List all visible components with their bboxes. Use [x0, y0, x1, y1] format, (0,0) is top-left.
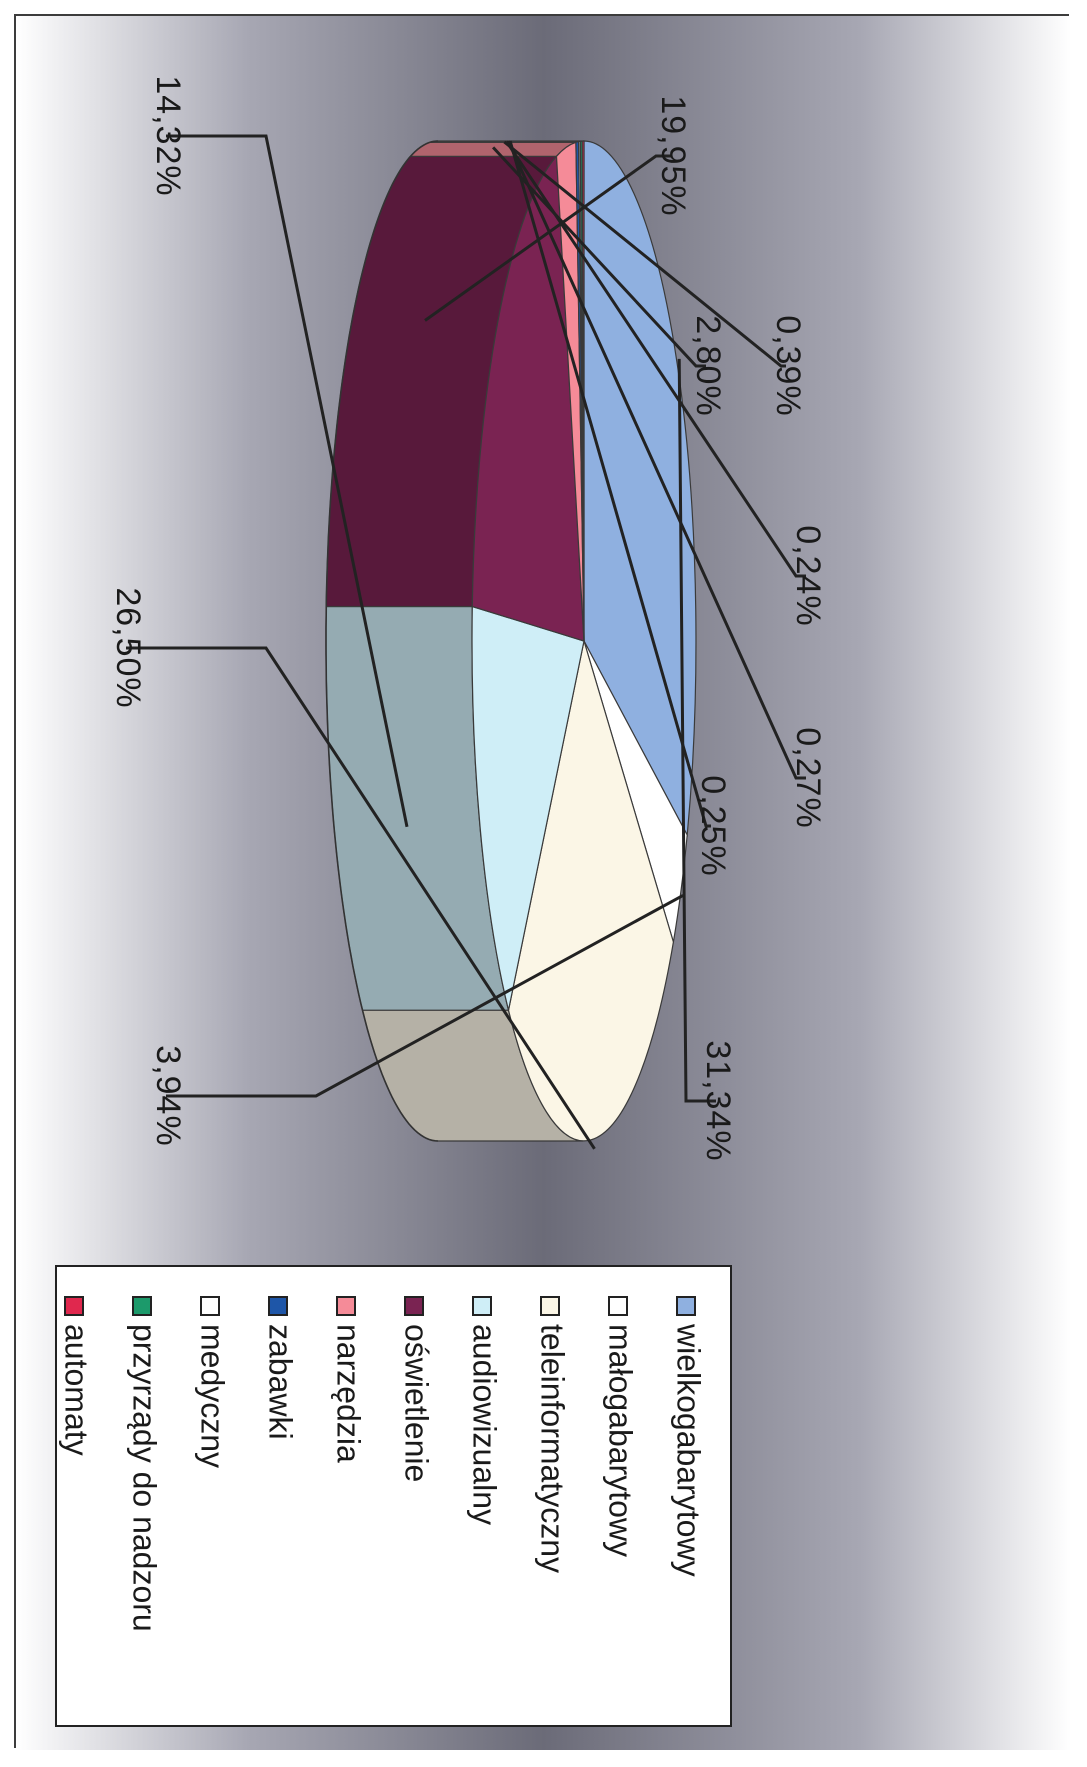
legend-swatch-5 — [336, 1296, 356, 1316]
legend-label-1: małogabarytowy — [603, 1324, 639, 1557]
legend-item-5: narzędzia — [331, 1296, 367, 1463]
legend-label-9: automaty — [59, 1324, 95, 1456]
legend-item-0: wielkogabarytowy — [671, 1296, 707, 1577]
leader-line-7 — [505, 140, 806, 578]
legend-item-2: teleinformatyczny — [535, 1296, 571, 1573]
legend-swatch-0 — [676, 1296, 696, 1316]
legend-box — [55, 1265, 732, 1727]
pie-slice-0 — [583, 140, 697, 838]
legend-swatch-8 — [132, 1296, 152, 1316]
leader-line-4 — [424, 154, 671, 322]
leader-line-3 — [166, 134, 409, 828]
legend-item-4: oświetlenie — [399, 1296, 435, 1482]
pie-rim — [325, 140, 439, 1142]
data-label-4: 19,95% — [654, 95, 692, 216]
legend-swatch-1 — [608, 1296, 628, 1316]
data-label-1: 3,94% — [149, 1045, 187, 1146]
legend: wielkogabarytowy małogabarytowy teleinform… — [55, 1265, 732, 1727]
legend-label-3: audiowizualny — [467, 1324, 503, 1525]
data-label-8: 0,27% — [789, 727, 827, 828]
legend-label-6: zabawki — [263, 1324, 299, 1440]
chart-frame: 31,34% 3,94% 26,50% 14,32% 19,95% 2,80% 0,39% 0… — [14, 14, 1071, 1750]
legend-label-5: narzędzia — [331, 1324, 367, 1463]
pie-slice-3 — [471, 605, 585, 1011]
pie-slice-4 — [471, 154, 585, 642]
legend-item-9: automaty — [59, 1296, 95, 1456]
legend-item-3: audiowizualny — [467, 1296, 503, 1525]
legend-label-0: wielkogabarytowy — [671, 1323, 707, 1577]
leader-line-8 — [506, 140, 806, 780]
legend-label-8: przyrządy do nadzoru — [127, 1324, 163, 1632]
legend-swatch-4 — [404, 1296, 424, 1316]
legend-label-2: teleinformatyczny — [535, 1324, 571, 1573]
legend-label-7: medyczny — [195, 1324, 231, 1468]
leader-line-9 — [508, 140, 711, 828]
data-label-2: 26,50% — [109, 587, 147, 708]
legend-swatch-3 — [472, 1296, 492, 1316]
legend-item-1: małogabarytowy — [603, 1296, 639, 1557]
leader-line-6 — [503, 140, 786, 368]
leader-line-0 — [677, 358, 716, 1103]
data-label-5: 2,80% — [689, 315, 727, 416]
legend-swatch-9 — [64, 1296, 84, 1316]
legend-item-8: przyrządy do nadzoru — [127, 1296, 163, 1632]
leader-line-2 — [126, 646, 596, 1150]
legend-swatch-6 — [268, 1296, 288, 1316]
pie-slice-2 — [507, 640, 675, 1142]
legend-label-4: oświetlenie — [399, 1324, 435, 1482]
legend-swatch-7 — [200, 1296, 220, 1316]
legend-swatch-2 — [540, 1296, 560, 1316]
data-label-9: 0,25% — [694, 775, 732, 876]
legend-item-6: zabawki — [263, 1296, 299, 1440]
pie-chart: 31,34% 3,94% 26,50% 14,32% 19,95% 2,80% 0,39% 0… — [16, 16, 1071, 1750]
data-label-6: 0,39% — [769, 315, 807, 416]
leader-line-1 — [166, 894, 684, 1098]
data-label-3: 14,32% — [149, 75, 187, 196]
data-label-0: 31,34% — [699, 1040, 737, 1161]
data-label-7: 0,24% — [789, 525, 827, 626]
legend-item-7: medyczny — [195, 1296, 231, 1468]
